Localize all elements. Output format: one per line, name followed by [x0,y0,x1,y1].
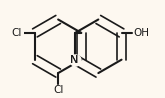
Text: Cl: Cl [12,28,22,38]
Text: OH: OH [133,28,149,38]
Text: N: N [70,55,79,65]
Text: N: N [70,55,79,65]
Text: Cl: Cl [53,85,63,95]
